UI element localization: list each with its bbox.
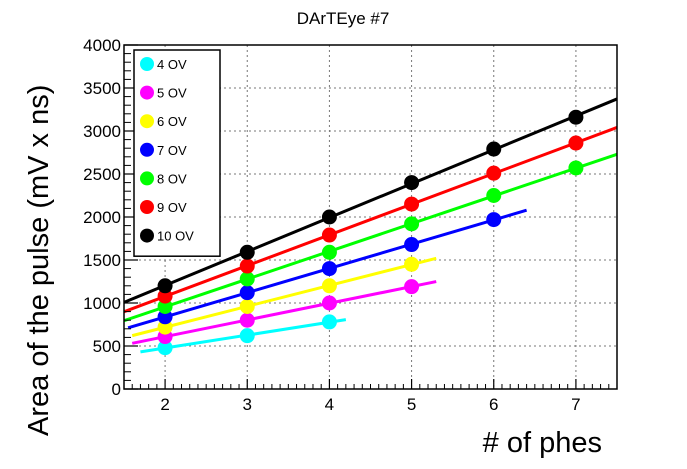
data-point — [157, 288, 173, 304]
data-point — [239, 328, 255, 344]
fit-line — [131, 256, 437, 338]
data-point — [404, 237, 420, 253]
data-point — [486, 165, 502, 181]
y-tick-label: 1500 — [83, 251, 121, 270]
x-tick-label: 6 — [489, 395, 498, 414]
x-tick-label: 7 — [571, 395, 580, 414]
x-tick-label: 4 — [325, 395, 334, 414]
data-point — [239, 244, 255, 260]
legend: 4 OV 5 OV 6 OV 7 OV 8 OV 9 OV 10 OV — [133, 49, 221, 257]
fit-line — [123, 152, 618, 323]
data-point — [157, 340, 173, 356]
legend-marker — [140, 114, 154, 129]
y-tick-label: 3000 — [83, 122, 121, 141]
x-tick-label: 2 — [160, 395, 169, 414]
data-point — [321, 227, 337, 243]
data-point — [239, 312, 255, 328]
data-point — [239, 285, 255, 301]
data-point — [568, 135, 584, 151]
data-point — [157, 319, 173, 335]
legend-label: 5 OV — [157, 86, 187, 101]
data-point — [321, 295, 337, 311]
legend-marker — [140, 142, 154, 157]
y-tick-label: 1000 — [83, 294, 121, 313]
fit-line — [123, 126, 618, 314]
data-point — [486, 141, 502, 157]
y-tick-label: 2500 — [83, 165, 121, 184]
data-point — [486, 188, 502, 203]
y-axis-label: Area of the pulse (mV x ns) — [23, 85, 55, 436]
data-point — [568, 109, 584, 125]
legend-marker — [140, 85, 154, 100]
legend-marker — [140, 171, 154, 186]
data-point — [404, 196, 420, 212]
fit-line — [123, 97, 618, 304]
data-point — [157, 278, 173, 294]
y-tick-label: 2000 — [83, 208, 121, 227]
chart-title: DArTEye #7 — [297, 9, 390, 28]
legend-marker — [140, 57, 154, 71]
data-point — [239, 298, 255, 314]
legend-marker — [140, 200, 154, 214]
axes: 2 3 4 5 6 7 0 500 1000 1500 2000 2500 3000 3500 4000 — [83, 36, 618, 414]
data-points — [157, 109, 584, 356]
y-tick-label: 0 — [112, 380, 121, 399]
data-point — [321, 261, 337, 277]
fit-lines — [123, 97, 618, 354]
fit-line — [131, 280, 437, 345]
legend-label: 9 OV — [157, 200, 187, 215]
data-point — [157, 298, 173, 314]
x-axis-label: # of phes — [483, 427, 602, 459]
data-point — [157, 309, 173, 325]
x-tick-label: 3 — [243, 395, 252, 414]
data-point — [239, 258, 255, 274]
data-point — [321, 314, 337, 330]
legend-marker — [140, 228, 154, 243]
data-point — [404, 279, 420, 295]
legend-label: 4 OV — [157, 57, 187, 72]
legend-label: 6 OV — [157, 114, 187, 129]
y-tick-label: 500 — [93, 337, 121, 356]
data-point — [321, 209, 337, 225]
data-point — [239, 271, 255, 287]
x-tick-label: 5 — [407, 395, 416, 414]
data-point — [404, 216, 420, 232]
y-tick-label: 4000 — [83, 36, 121, 55]
data-point — [321, 278, 337, 294]
legend-label: 7 OV — [157, 143, 187, 158]
data-point — [486, 212, 502, 228]
data-point — [404, 175, 420, 191]
legend-label: 8 OV — [157, 171, 187, 186]
legend-label: 10 OV — [157, 229, 194, 244]
y-tick-label: 3500 — [83, 79, 121, 98]
data-point — [568, 160, 584, 176]
data-point — [404, 256, 420, 272]
data-point — [321, 244, 337, 260]
